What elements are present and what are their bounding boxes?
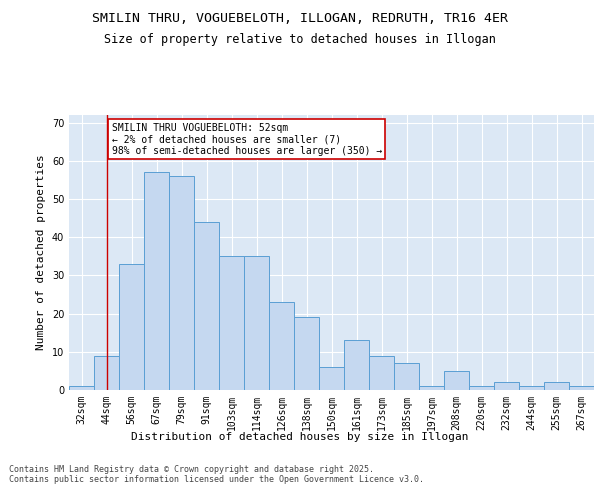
Bar xyxy=(419,386,444,390)
Bar xyxy=(119,264,144,390)
Bar xyxy=(569,386,594,390)
Bar xyxy=(144,172,169,390)
Bar xyxy=(194,222,219,390)
Text: SMILIN THRU, VOGUEBELOTH, ILLOGAN, REDRUTH, TR16 4ER: SMILIN THRU, VOGUEBELOTH, ILLOGAN, REDRU… xyxy=(92,12,508,26)
Bar xyxy=(219,256,244,390)
Bar xyxy=(244,256,269,390)
Text: SMILIN THRU VOGUEBELOTH: 52sqm
← 2% of detached houses are smaller (7)
98% of se: SMILIN THRU VOGUEBELOTH: 52sqm ← 2% of d… xyxy=(112,122,382,156)
Bar xyxy=(319,367,344,390)
Bar xyxy=(269,302,294,390)
Bar xyxy=(344,340,369,390)
Bar xyxy=(519,386,544,390)
Text: Size of property relative to detached houses in Illogan: Size of property relative to detached ho… xyxy=(104,32,496,46)
Text: Contains HM Land Registry data © Crown copyright and database right 2025.
Contai: Contains HM Land Registry data © Crown c… xyxy=(9,465,424,484)
Bar xyxy=(169,176,194,390)
Text: Distribution of detached houses by size in Illogan: Distribution of detached houses by size … xyxy=(131,432,469,442)
Bar xyxy=(469,386,494,390)
Bar xyxy=(69,386,94,390)
Bar xyxy=(544,382,569,390)
Bar xyxy=(394,364,419,390)
Bar xyxy=(444,371,469,390)
Bar xyxy=(94,356,119,390)
Bar xyxy=(494,382,519,390)
Bar xyxy=(294,318,319,390)
Y-axis label: Number of detached properties: Number of detached properties xyxy=(36,154,46,350)
Bar xyxy=(369,356,394,390)
